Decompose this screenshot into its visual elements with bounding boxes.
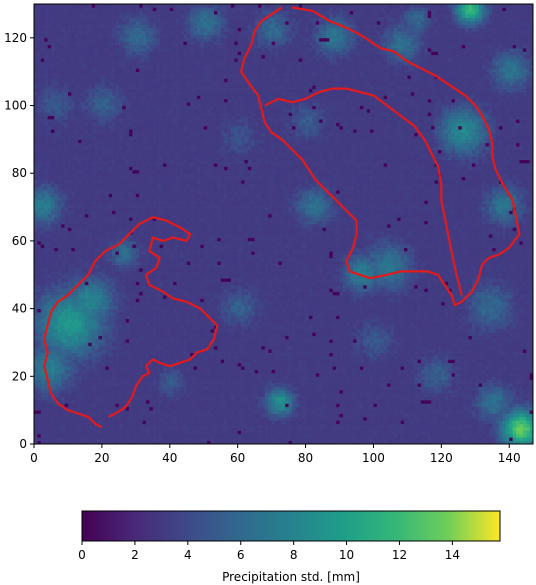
colorbar-gradient [82, 511, 500, 541]
y-tick-label: 0 [19, 437, 27, 451]
x-axis: 0 20 40 60 80 100 120 140 [30, 444, 521, 465]
colorbar-tick-label: 10 [339, 548, 354, 562]
y-axis: 0 20 40 60 80 100 120 [4, 31, 34, 451]
x-tick-label: 120 [430, 451, 453, 465]
colorbar-tick-label: 14 [445, 548, 460, 562]
y-tick-label: 20 [12, 369, 27, 383]
x-tick-label: 80 [298, 451, 313, 465]
x-tick-label: 40 [162, 451, 177, 465]
x-tick-label: 140 [498, 451, 521, 465]
y-tick-label: 40 [12, 302, 27, 316]
colorbar-tick-label: 4 [184, 548, 192, 562]
x-tick-label: 0 [30, 451, 38, 465]
y-tick-label: 100 [4, 99, 27, 113]
y-tick-label: 120 [4, 31, 27, 45]
colorbar-tick-label: 2 [131, 548, 139, 562]
y-tick-label: 80 [12, 166, 27, 180]
colorbar-axis: 0 2 4 6 8 10 12 14 [78, 541, 460, 562]
colorbar-tick-label: 6 [237, 548, 245, 562]
colorbar-tick-label: 12 [392, 548, 407, 562]
x-tick-label: 100 [362, 451, 385, 465]
y-tick-label: 60 [12, 234, 27, 248]
x-tick-label: 60 [230, 451, 245, 465]
colorbar-tick-label: 0 [78, 548, 86, 562]
x-tick-label: 20 [94, 451, 109, 465]
heatmap-cells [34, 4, 533, 444]
colorbar-tick-label: 8 [290, 548, 298, 562]
colorbar-label: Precipitation std. [mm] [222, 570, 360, 584]
